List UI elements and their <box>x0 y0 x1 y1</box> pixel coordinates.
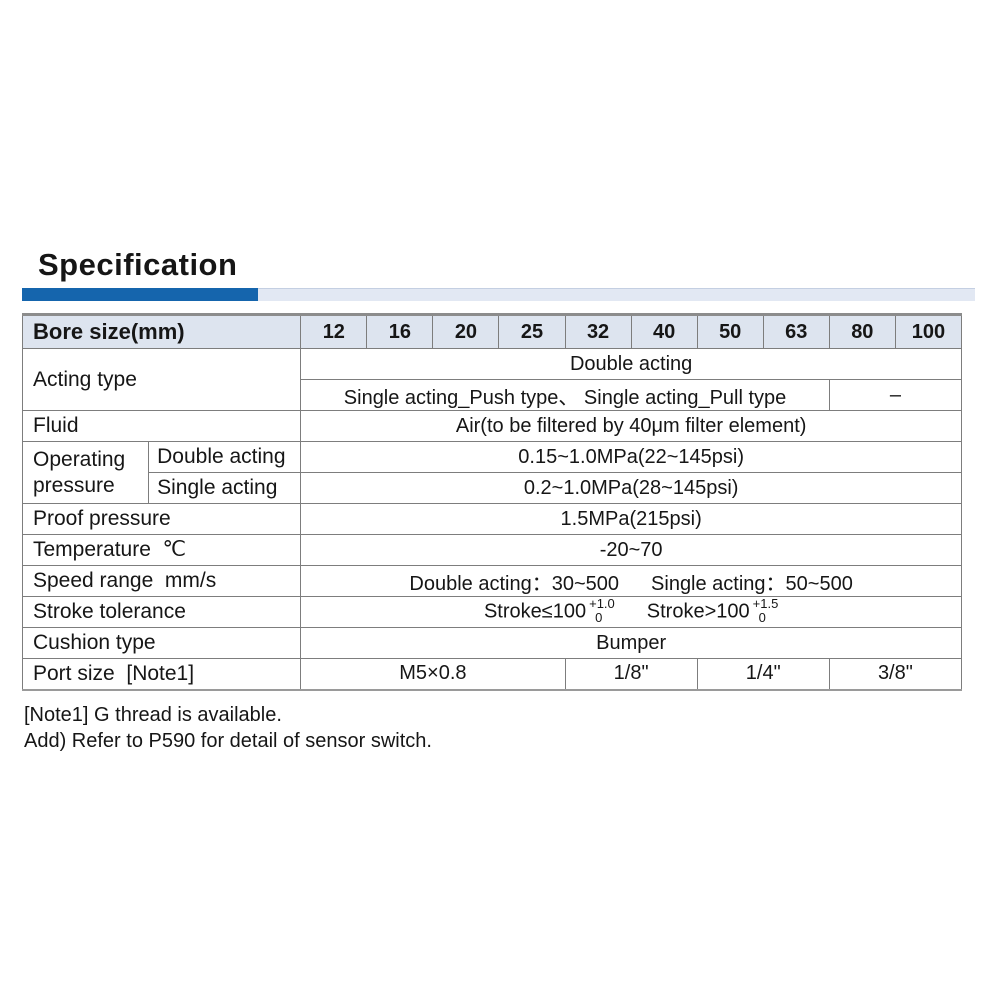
row-label-fluid: Fluid <box>21 410 302 442</box>
footnotes: [Note1] G thread is available. Add) Refe… <box>24 702 432 754</box>
stroke-gt-text: Stroke>100 <box>646 600 750 623</box>
tolerance-upper: +1.5 <box>752 596 779 611</box>
col-header-63: 63 <box>762 314 830 349</box>
cell-stroke-tolerance: Stroke≤100 +1.0 0 Stroke>100 +1.5 0 <box>300 596 962 628</box>
row-cushion-type: Cushion type Bumper <box>21 627 962 659</box>
bore-size-header: Bore size(mm) <box>21 314 302 349</box>
row-acting-type-single: Single acting_Push type、 Single acting_P… <box>23 379 963 411</box>
cell-acting-none: – <box>828 379 963 411</box>
tolerance-lower: 0 <box>758 610 766 625</box>
cell-port-m5: M5×0.8 <box>300 658 566 690</box>
tolerance-lower: 0 <box>595 610 603 625</box>
row-label-proof-pressure: Proof pressure <box>21 503 302 535</box>
row-label-acting-type: Acting type <box>21 348 302 411</box>
row-label-speed-range: Speed range mm/s <box>21 565 302 597</box>
specification-table: Bore size(mm) 12 16 20 25 32 40 50 63 80… <box>21 313 963 691</box>
cell-pressure-single: 0.2~1.0MPa(28~145psi) <box>300 472 962 504</box>
row-acting-type-double: Acting type Double acting <box>21 348 962 411</box>
title-underline-bar-light <box>258 288 975 301</box>
col-header-50: 50 <box>696 314 764 349</box>
row-label-port-size: Port size [Note1] <box>21 658 302 690</box>
col-header-80: 80 <box>828 314 896 349</box>
col-header-32: 32 <box>564 314 632 349</box>
row-operating-pressure-double: Operating pressure Double acting 0.15~1.… <box>21 441 962 504</box>
col-header-25: 25 <box>498 314 566 349</box>
cell-acting-double: Double acting <box>300 348 962 380</box>
col-header-20: 20 <box>432 314 500 349</box>
row-label-temperature: Temperature ℃ <box>21 534 302 566</box>
cell-temperature: -20~70 <box>300 534 962 566</box>
cell-cushion-type: Bumper <box>300 627 962 659</box>
row-label-stroke-tolerance: Stroke tolerance <box>21 596 302 628</box>
tolerance-upper: +1.0 <box>589 596 615 611</box>
cell-port-1-8: 1/8" <box>564 658 698 690</box>
stroke-le-text: Stroke≤100 <box>483 600 587 623</box>
cell-port-3-8: 3/8" <box>828 658 963 690</box>
row-stroke-tolerance: Stroke tolerance Stroke≤100 +1.0 0 Stroke>1… <box>21 596 962 628</box>
sublabel-double-acting: Double acting <box>148 441 302 473</box>
header-row: Bore size(mm) 12 16 20 25 32 40 50 63 80… <box>21 314 963 349</box>
col-header-12: 12 <box>300 314 368 349</box>
page-title: Specification <box>38 247 238 282</box>
footnote-add: Add) Refer to P590 for detail of sensor … <box>24 730 432 752</box>
cell-fluid: Air(to be filtered by 40μm filter elemen… <box>300 410 962 442</box>
row-label-operating-pressure: Operating pressure <box>21 441 150 504</box>
sublabel-single-acting: Single acting <box>148 472 302 504</box>
row-speed-range: Speed range mm/s Double acting：30~500 Sin… <box>21 565 962 597</box>
col-header-100: 100 <box>894 314 963 349</box>
cell-port-1-4: 1/4" <box>696 658 830 690</box>
row-fluid: Fluid Air(to be filtered by 40μm filter … <box>21 410 962 442</box>
row-operating-pressure-single: Single acting 0.2~1.0MPa(28~145psi) <box>23 472 962 504</box>
cell-pressure-double: 0.15~1.0MPa(22~145psi) <box>300 441 962 473</box>
footnote-note1: [Note1] G thread is available. <box>24 704 282 726</box>
row-proof-pressure: Proof pressure 1.5MPa(215psi) <box>21 503 962 535</box>
col-header-40: 40 <box>630 314 698 349</box>
cell-speed-range: Double acting：30~500 Single acting：50~500 <box>300 565 962 597</box>
row-label-cushion-type: Cushion type <box>21 627 302 659</box>
title-underline-bar-dark <box>22 288 258 301</box>
speed-single-acting: Single acting：50~500 <box>651 572 853 595</box>
title-underline-bar <box>22 288 975 301</box>
row-temperature: Temperature ℃ -20~70 <box>21 534 962 566</box>
col-header-16: 16 <box>366 314 434 349</box>
row-port-size: Port size [Note1] M5×0.8 1/8" 1/4" 3/8" <box>21 658 963 690</box>
speed-double-acting: Double acting：30~500 <box>409 572 620 595</box>
cell-proof-pressure: 1.5MPa(215psi) <box>300 503 962 535</box>
cell-acting-single: Single acting_Push type、 Single acting_P… <box>300 379 830 411</box>
stroke-le-tolerance: +1.0 0 <box>589 596 615 626</box>
stroke-gt-tolerance: +1.5 0 <box>752 596 779 626</box>
